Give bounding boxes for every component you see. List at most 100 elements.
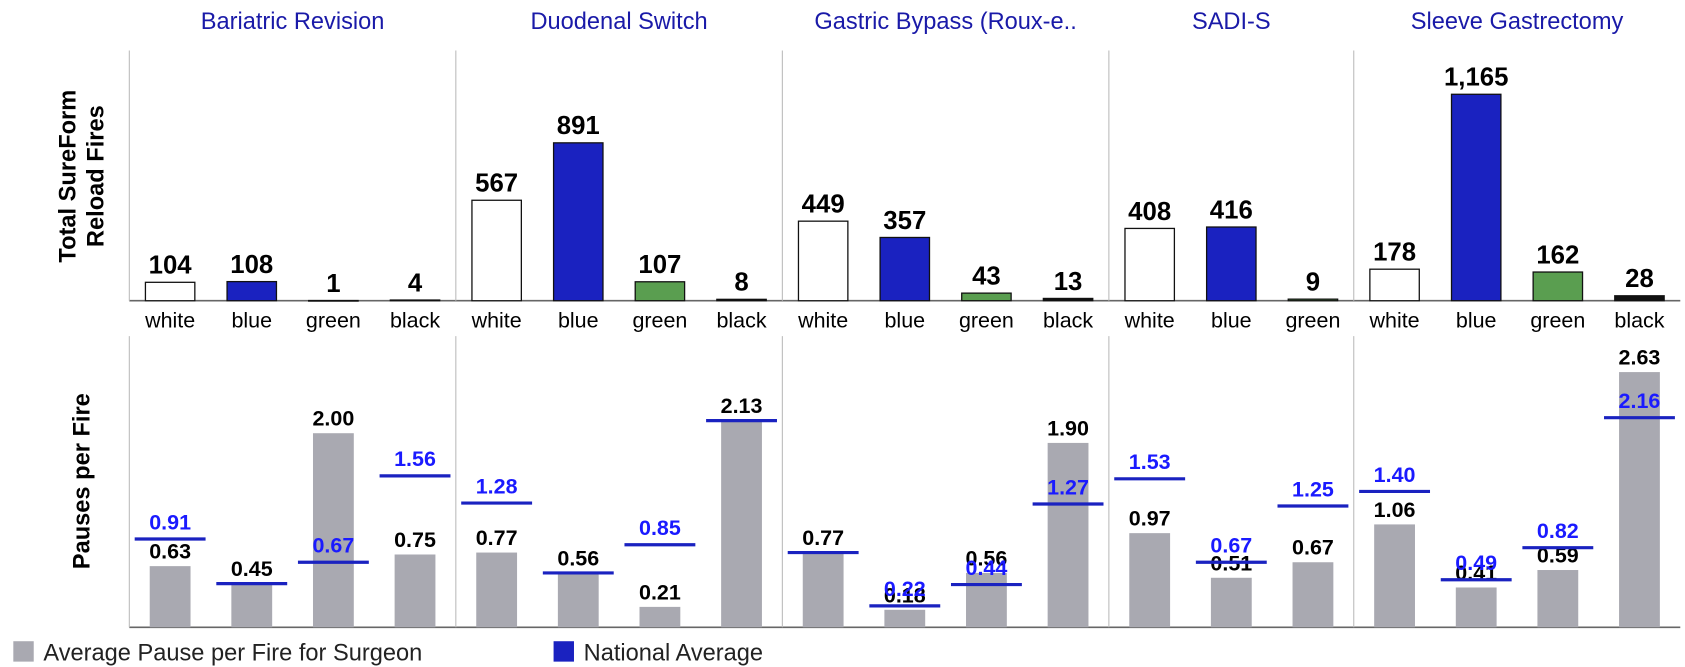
fires-value-label: 108: [230, 251, 273, 279]
x-tick-label: green: [959, 309, 1014, 333]
pause-bar: [639, 606, 681, 628]
fires-value-label: 13: [1054, 268, 1083, 296]
pause-bar: [884, 609, 926, 628]
fires-value-label: 1: [326, 270, 340, 298]
x-tick-label: green: [632, 309, 687, 333]
national-value-label: 1.28: [476, 474, 518, 498]
fires-value-label: 891: [557, 112, 600, 140]
pause-value-label: 0.77: [476, 526, 518, 550]
x-tick-label: black: [390, 309, 440, 333]
national-value-label: 0.82: [1537, 519, 1579, 543]
fires-bar: [634, 281, 686, 302]
fires-bar: [1287, 298, 1339, 302]
national-value-label: 0.22: [884, 577, 926, 601]
national-value-label: 0.85: [639, 516, 681, 540]
pause-value-label: 0.45: [231, 557, 273, 581]
y-axis-label-box: Total SureForm Reload Fires: [54, 90, 109, 263]
pause-bar: [1455, 587, 1497, 628]
fires-value-label: 9: [1306, 269, 1320, 297]
pause-bar: [1619, 372, 1660, 628]
fires-bar: [389, 299, 441, 302]
national-value-label: 0.91: [149, 510, 191, 534]
pause-bar: [802, 552, 844, 628]
fires-value-label: 416: [1210, 196, 1253, 224]
pause-bar: [394, 554, 436, 628]
fires-bar: [797, 220, 849, 302]
x-tick-label: white: [1124, 309, 1175, 333]
x-tick-label: blue: [884, 309, 925, 333]
pause-value-label: 0.21: [639, 580, 681, 604]
x-tick-label: black: [1043, 309, 1093, 333]
fires-bar: [471, 199, 522, 302]
national-value-label: 0.44: [966, 556, 1008, 580]
pause-bar: [1129, 533, 1171, 628]
pause-bar: [721, 420, 762, 628]
legend-swatch: [13, 641, 34, 662]
fires-value-label: 408: [1128, 198, 1171, 226]
pause-bar: [1210, 577, 1252, 628]
pause-value-label: 0.18: [884, 583, 926, 607]
fires-bar: [1124, 227, 1176, 302]
pause-bar: [966, 572, 1007, 628]
x-tick-label: green: [306, 309, 361, 333]
legend-label: Average Pause per Fire for Surgeon: [43, 641, 422, 667]
national-value-label: 1.53: [1129, 450, 1171, 474]
national-value-label: 1.25: [1292, 477, 1334, 501]
panel-title: Gastric Bypass (Roux-e..: [814, 9, 1076, 35]
fires-value-label: 107: [638, 251, 681, 279]
fires-bar: [1614, 295, 1665, 302]
fires-bar: [1532, 271, 1584, 302]
pause-value-label: 0.56: [557, 546, 599, 570]
pause-bar: [231, 583, 273, 628]
pause-bar: [149, 566, 191, 628]
fires-value-label: 4: [408, 269, 423, 297]
fires-bar: [716, 298, 767, 302]
national-value-label: 1.27: [1047, 475, 1089, 499]
x-tick-label: green: [1285, 309, 1340, 333]
fires-bar: [552, 142, 604, 302]
pause-value-label: 0.77: [802, 526, 844, 550]
y-axis-label-group: Total SureForm Reload Fires: [54, 90, 109, 263]
legend-label: National Average: [584, 641, 763, 667]
x-tick-label: black: [716, 309, 766, 333]
x-tick-label: black: [1614, 309, 1664, 333]
national-value-label: 1.40: [1374, 463, 1416, 487]
fires-bar: [226, 280, 278, 302]
fires-bar: [308, 299, 359, 302]
pause-bar: [1292, 562, 1334, 628]
pause-value-label: 1.90: [1047, 416, 1089, 440]
pause-bar: [1537, 570, 1579, 628]
pause-bar: [1047, 442, 1089, 628]
fires-value-label: 178: [1373, 239, 1416, 267]
x-tick-label: white: [471, 309, 522, 333]
fires-value-label: 43: [972, 263, 1001, 291]
x-tick-label: white: [1369, 309, 1420, 333]
x-tick-label: blue: [231, 309, 272, 333]
x-tick-label: white: [144, 309, 195, 333]
fires-bar: [1369, 268, 1420, 302]
pause-value-label: 2.63: [1619, 346, 1661, 370]
pause-value-label: 0.56: [966, 546, 1008, 570]
pause-value-label: 0.67: [1292, 536, 1334, 560]
x-tick-label: blue: [1211, 309, 1252, 333]
y-axis-label: Pauses per Fire: [68, 393, 95, 570]
y-axis-label-box: Pauses per Fire: [68, 393, 95, 570]
fires-value-label: 8: [734, 269, 748, 297]
x-tick-label: blue: [558, 309, 599, 333]
fires-bar: [1042, 297, 1094, 302]
national-value-label: 1.56: [394, 447, 436, 471]
fires-value-label: 357: [883, 207, 926, 235]
national-value-label: 0.49: [1455, 551, 1497, 575]
panel-title: Sleeve Gastrectomy: [1411, 9, 1624, 35]
pause-value-label: 2.00: [312, 407, 354, 431]
pause-value-label: 0.97: [1129, 507, 1171, 531]
pause-bar: [312, 433, 354, 628]
fires-value-label: 104: [149, 252, 193, 280]
y-axis-label-group: Pauses per Fire: [68, 393, 95, 570]
pause-value-label: 0.63: [149, 540, 191, 564]
legend-swatch: [553, 641, 574, 662]
x-tick-label: blue: [1456, 309, 1497, 333]
pause-value-label: 0.75: [394, 528, 436, 552]
